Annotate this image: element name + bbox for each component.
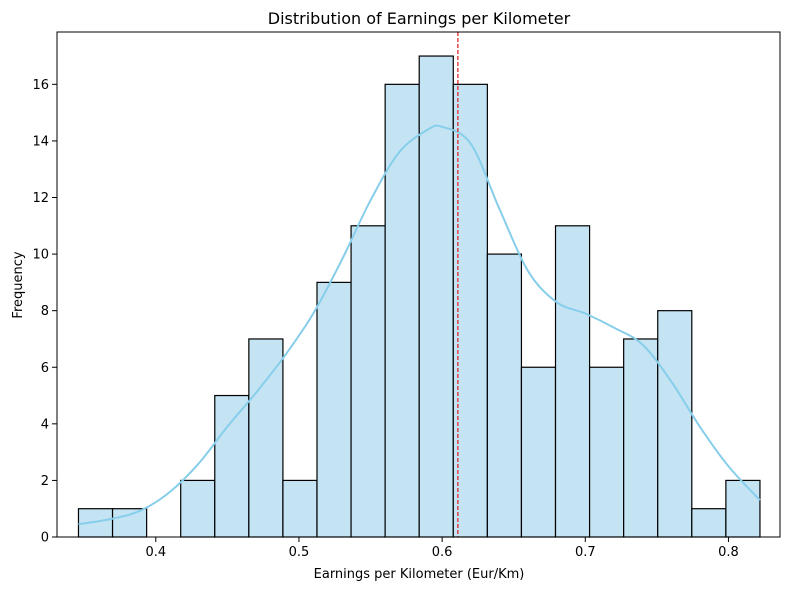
x-axis: 0.4 0.5 0.6 0.7 0.8	[145, 537, 739, 560]
histogram-bar	[452, 83, 488, 538]
y-tick-label: 6	[41, 361, 49, 376]
y-tick-label: 12	[32, 191, 49, 206]
histogram-bar	[384, 83, 420, 538]
histogram-bar	[725, 479, 761, 538]
y-tick-label: 0	[41, 531, 49, 546]
histogram-bar	[691, 508, 727, 538]
plot-frame	[56, 31, 781, 538]
histogram-bar	[623, 338, 659, 538]
x-tick-label: 0.7	[575, 545, 596, 560]
y-axis: 0 2 4 6 8 10 12 14 16	[32, 78, 57, 546]
histogram-bar	[214, 394, 250, 538]
kde-curve	[78, 124, 761, 526]
histogram-bar	[588, 366, 625, 538]
histogram-bar	[111, 508, 148, 538]
y-tick-label: 14	[32, 134, 49, 149]
bars-layer	[77, 55, 761, 538]
histogram-bar	[316, 281, 352, 538]
kde-layer	[78, 124, 761, 526]
histogram-bar	[248, 338, 284, 538]
histogram-bar	[418, 55, 454, 538]
x-tick-label: 0.5	[289, 545, 310, 560]
y-tick-label: 8	[41, 304, 49, 319]
y-tick-label: 2	[41, 474, 49, 489]
histogram-bar	[657, 310, 693, 538]
y-tick-label: 16	[32, 78, 49, 93]
histogram-bar	[180, 479, 216, 538]
x-tick-label: 0.8	[718, 545, 739, 560]
y-axis-label: Frequency	[11, 251, 26, 318]
y-tick-label: 4	[41, 417, 49, 432]
x-tick-label: 0.4	[145, 545, 166, 560]
chart-title: Distribution of Earnings per Kilometer	[268, 9, 571, 28]
x-axis-label: Earnings per Kilometer (Eur/Km)	[314, 567, 525, 582]
histogram-bar	[350, 225, 386, 538]
x-tick-label: 0.6	[432, 545, 453, 560]
histogram-bar	[554, 225, 591, 538]
histogram-bar	[282, 479, 318, 538]
histogram-bar	[520, 366, 557, 538]
y-tick-label: 10	[32, 248, 49, 263]
histogram-bar	[486, 253, 523, 538]
